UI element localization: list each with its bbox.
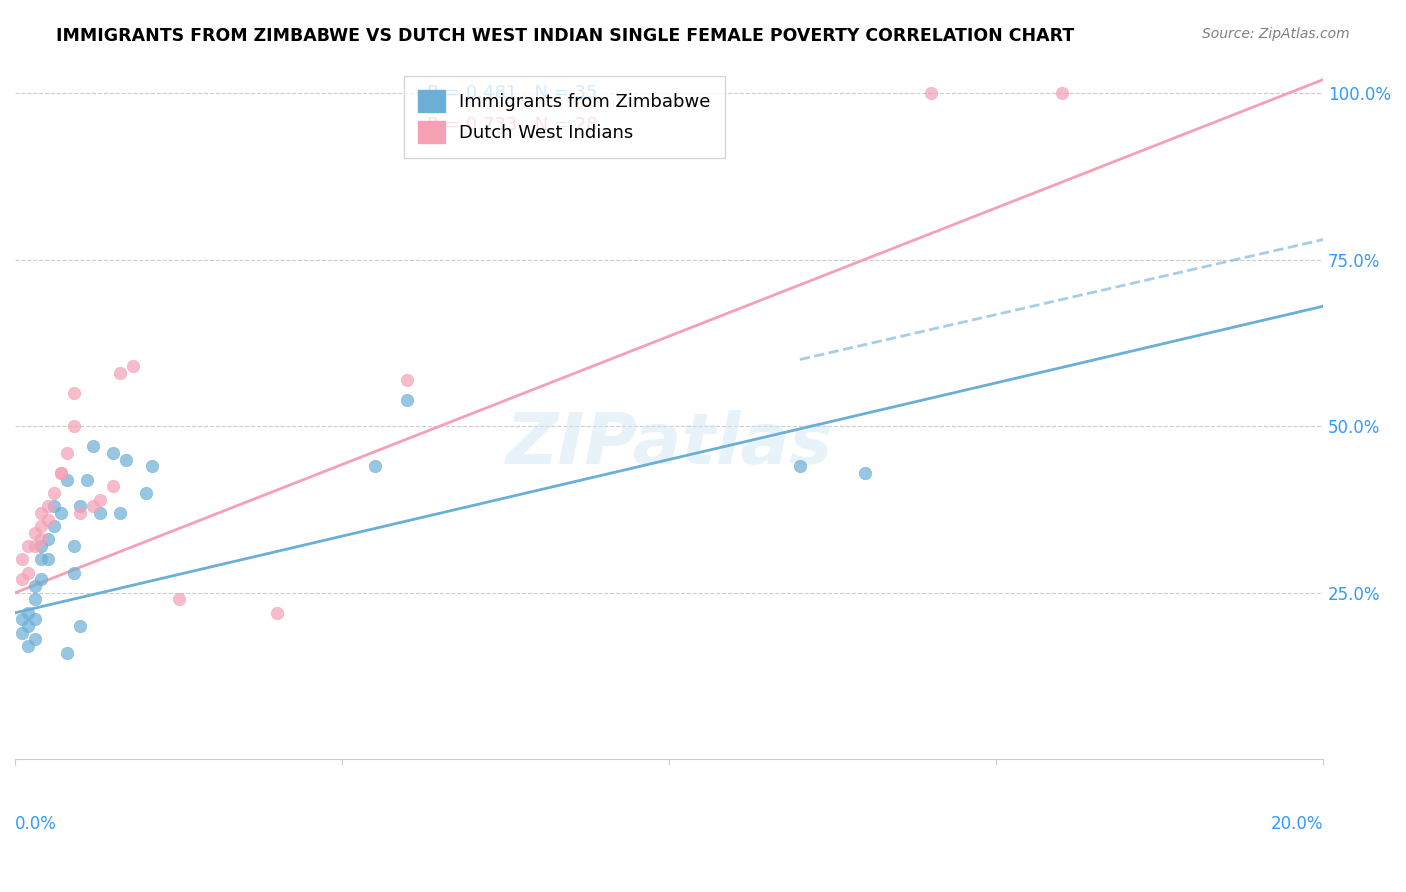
Point <box>30 552 52 566</box>
Point <box>24 539 46 553</box>
Point <box>56 646 79 660</box>
Point <box>63 566 86 580</box>
Point <box>49 466 72 480</box>
Point <box>69 619 91 633</box>
Point <box>63 385 86 400</box>
Point <box>37 512 59 526</box>
Point <box>364 459 387 474</box>
Text: 20.0%: 20.0% <box>1271 815 1323 833</box>
Point <box>63 539 86 553</box>
Point <box>920 86 942 100</box>
Point <box>69 506 91 520</box>
Point <box>24 632 46 647</box>
Point <box>56 446 79 460</box>
Point <box>76 473 98 487</box>
Legend: Immigrants from Zimbabwe, Dutch West Indians: Immigrants from Zimbabwe, Dutch West Ind… <box>404 76 725 158</box>
Point <box>37 552 59 566</box>
Point <box>24 579 46 593</box>
Point <box>82 439 104 453</box>
Point <box>37 533 59 547</box>
Point <box>63 419 86 434</box>
Point <box>853 466 876 480</box>
Point <box>37 499 59 513</box>
Point <box>108 506 131 520</box>
Point <box>49 506 72 520</box>
Point <box>30 533 52 547</box>
Point <box>44 519 66 533</box>
Point <box>30 519 52 533</box>
Point <box>266 606 288 620</box>
Text: 0.0%: 0.0% <box>15 815 56 833</box>
Point <box>10 625 32 640</box>
Point <box>89 506 111 520</box>
Text: IMMIGRANTS FROM ZIMBABWE VS DUTCH WEST INDIAN SINGLE FEMALE POVERTY CORRELATION : IMMIGRANTS FROM ZIMBABWE VS DUTCH WEST I… <box>56 27 1074 45</box>
Point <box>135 486 157 500</box>
Point <box>1050 86 1073 100</box>
Point <box>82 499 104 513</box>
Point <box>89 492 111 507</box>
Point <box>108 366 131 380</box>
Text: ZIPatlas: ZIPatlas <box>505 410 832 479</box>
Point <box>101 446 124 460</box>
Text: R = 0.481   N = 35: R = 0.481 N = 35 <box>427 84 598 102</box>
Point <box>24 612 46 626</box>
Point <box>10 552 32 566</box>
Point <box>69 499 91 513</box>
Point <box>17 539 39 553</box>
Point <box>30 539 52 553</box>
Point <box>10 612 32 626</box>
Point <box>396 372 419 386</box>
Point <box>17 606 39 620</box>
Point <box>101 479 124 493</box>
Point <box>44 499 66 513</box>
Point <box>17 619 39 633</box>
Text: Source: ZipAtlas.com: Source: ZipAtlas.com <box>1202 27 1350 41</box>
Point <box>30 506 52 520</box>
Point <box>17 566 39 580</box>
Point <box>44 486 66 500</box>
Point <box>49 466 72 480</box>
Point <box>141 459 163 474</box>
Point <box>56 473 79 487</box>
Point <box>10 573 32 587</box>
Point <box>24 525 46 540</box>
Point <box>121 359 143 374</box>
Point <box>396 392 419 407</box>
Point <box>17 639 39 653</box>
Point <box>789 459 811 474</box>
Point <box>115 452 138 467</box>
Point <box>30 573 52 587</box>
Point <box>24 592 46 607</box>
Point <box>167 592 190 607</box>
Text: R = 0.733   N = 28: R = 0.733 N = 28 <box>427 116 598 134</box>
